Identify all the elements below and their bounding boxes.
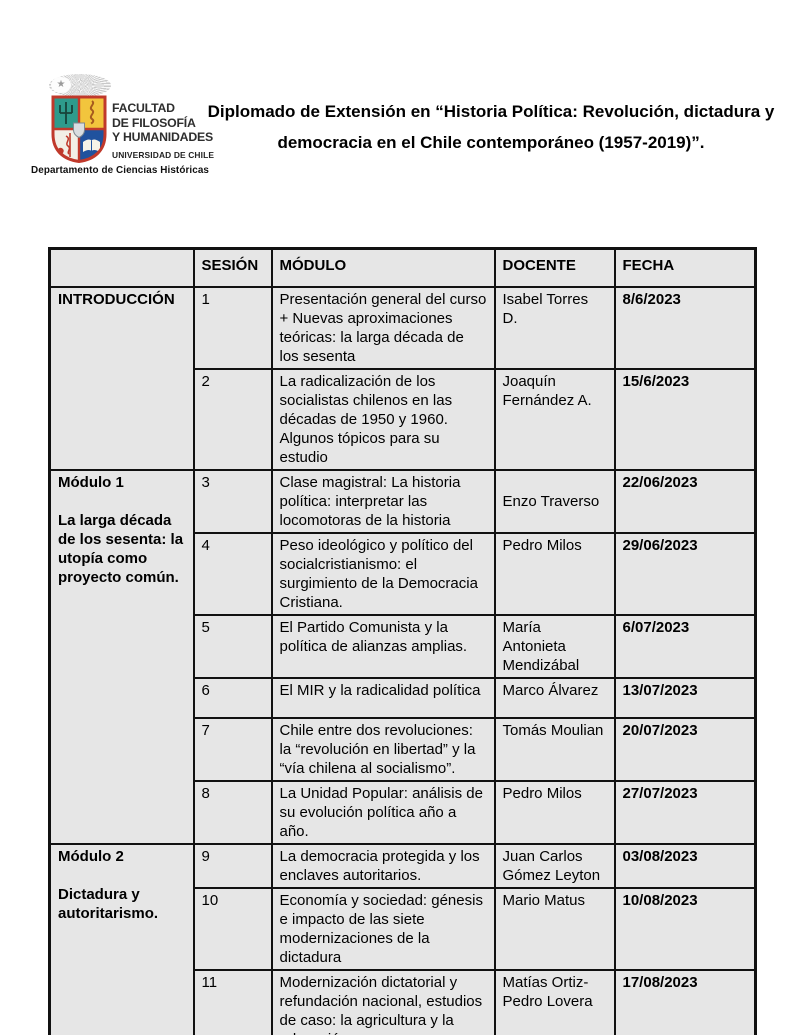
group-cell-modulo-2: Módulo 2 Dictadura y autoritarismo. (48, 842, 195, 1035)
table-row: 6 El MIR y la radicalidad política Marco… (50, 676, 757, 719)
cell-sesion: 2 (192, 367, 273, 471)
cell-fecha: 27/07/2023 (613, 779, 757, 845)
university-logo: ★ FACULTAD DE FILOSOFÍA (30, 72, 214, 184)
cell-fecha: 8/6/2023 (613, 285, 757, 370)
cell-modulo: Chile entre dos revoluciones: la “revolu… (270, 716, 496, 782)
table-row: 2 La radicalización de los socialistas c… (50, 367, 757, 471)
cell-modulo: El MIR y la radicalidad política (270, 676, 496, 719)
cell-fecha: 20/07/2023 (613, 716, 757, 782)
table-row: Módulo 2 Dictadura y autoritarismo. 9 La… (48, 842, 757, 1035)
cell-fecha: 29/06/2023 (613, 531, 757, 616)
table-row: 7 Chile entre dos revoluciones: la “revo… (50, 716, 757, 782)
cell-docente: Mario Matus (493, 886, 616, 971)
cell-docente: Joaquín Fernández A. (493, 367, 616, 471)
cell-sesion: 10 (192, 886, 273, 971)
star-icon: ★ (51, 77, 71, 93)
cell-modulo: Modernización dictatorial y refundación … (270, 968, 496, 1035)
table-row: INTRODUCCIÓN 1 Presentación general del … (48, 285, 757, 471)
cell-modulo: Presentación general del curso + Nuevas … (270, 285, 496, 370)
cell-fecha: 6/07/2023 (613, 613, 757, 679)
cell-docente: Tomás Moulian (493, 716, 616, 782)
cell-docente: Marco Álvarez (493, 676, 616, 719)
header-group (48, 247, 195, 288)
cell-docente: Enzo Traverso (493, 468, 616, 534)
cell-modulo: La radicalización de los socialistas chi… (270, 367, 496, 471)
table-row: 11 Modernización dictatorial y refundaci… (50, 968, 757, 1035)
cell-docente: Isabel Torres D. (493, 285, 616, 370)
faculty-name: FACULTAD DE FILOSOFÍA Y HUMANIDADES UNIV… (112, 101, 214, 162)
cell-modulo: La democracia protegida y los enclaves a… (270, 842, 496, 889)
cell-docente: Pedro Milos (493, 779, 616, 845)
cell-docente: María Antonieta Mendizábal (493, 613, 616, 679)
header-docente: DOCENTE (493, 247, 616, 288)
department-name: Departamento de Ciencias Históricas (31, 165, 210, 176)
cell-fecha: 13/07/2023 (613, 676, 757, 719)
group-cell-introduccion: INTRODUCCIÓN (48, 285, 195, 471)
header-modulo: MÓDULO (270, 247, 496, 288)
cell-fecha: 17/08/2023 (613, 968, 757, 1035)
cell-sesion: 8 (192, 779, 273, 845)
cell-docente: Juan Carlos Gómez Leyton (493, 842, 616, 889)
header-fecha: FECHA (613, 247, 757, 288)
cell-modulo: Economía y sociedad: génesis e impacto d… (270, 886, 496, 971)
group-title: Módulo 2 (58, 847, 124, 865)
cell-fecha: 15/6/2023 (613, 367, 757, 471)
cell-sesion: 1 (192, 285, 273, 370)
cell-docente: Matías Ortiz- Pedro Lovera (493, 968, 616, 1035)
cell-sesion: 11 (192, 968, 273, 1035)
schedule-table-wrapper: SESIÓN MÓDULO DOCENTE FECHA INTRODUCCIÓN… (48, 247, 757, 1035)
group-subtitle: Dictadura y autoritarismo. (58, 885, 159, 922)
cell-docente: Pedro Milos (493, 531, 616, 616)
cell-modulo: La Unidad Popular: análisis de su evoluc… (270, 779, 496, 845)
university-name: UNIVERSIDAD DE CHILE (112, 149, 215, 160)
group-subtitle: La larga década de los sesenta: la utopí… (58, 511, 184, 586)
group-title: Módulo 1 (58, 473, 124, 491)
table-header-row: SESIÓN MÓDULO DOCENTE FECHA (48, 247, 757, 288)
cell-sesion: 9 (192, 842, 273, 889)
table-row: 8 La Unidad Popular: análisis de su evol… (50, 779, 757, 845)
cell-fecha: 22/06/2023 (613, 468, 757, 534)
table-row: 10 Economía y sociedad: génesis e impact… (50, 886, 757, 971)
cell-sesion: 3 (192, 468, 273, 534)
faculty-line: Y HUMANIDADES (112, 130, 214, 145)
faculty-line: DE FILOSOFÍA (112, 115, 196, 130)
cell-fecha: 10/08/2023 (613, 886, 757, 971)
table-row: 5 El Partido Comunista y la política de … (50, 613, 757, 679)
cell-sesion: 6 (192, 676, 273, 719)
group-title: INTRODUCCIÓN (58, 290, 175, 308)
cell-sesion: 4 (192, 531, 273, 616)
table-row: 4 Peso ideológico y político del socialc… (50, 531, 757, 616)
cell-fecha: 03/08/2023 (613, 842, 757, 889)
header-sesion: SESIÓN (192, 247, 273, 288)
university-shield-icon (51, 95, 107, 164)
cell-sesion: 5 (192, 613, 273, 679)
cell-modulo: El Partido Comunista y la política de al… (270, 613, 496, 679)
cell-sesion: 7 (192, 716, 273, 782)
cell-modulo: Clase magistral: La historia política: i… (270, 468, 496, 534)
page-title: Diplomado de Extensión en “Historia Polí… (207, 102, 775, 152)
table-row: Módulo 1 La larga década de los sesenta:… (48, 468, 757, 845)
group-cell-modulo-1: Módulo 1 La larga década de los sesenta:… (48, 468, 195, 845)
cell-modulo: Peso ideológico y político del socialcri… (270, 531, 496, 616)
faculty-line: FACULTAD (112, 101, 175, 115)
schedule-table: SESIÓN MÓDULO DOCENTE FECHA INTRODUCCIÓN… (48, 247, 757, 1035)
